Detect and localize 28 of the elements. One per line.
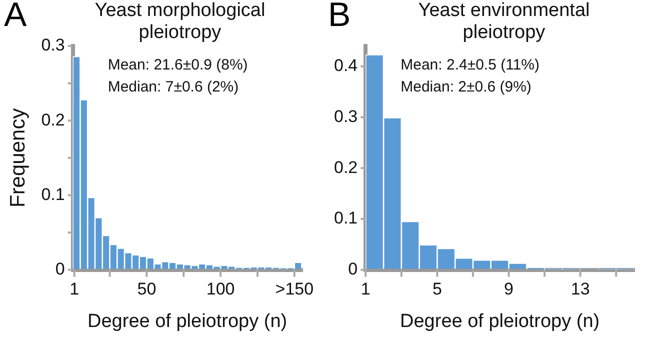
x-tick-label: 100 [206,280,235,299]
y-tick-label: 0.2 [41,110,65,130]
chart-title: Yeast environmental pleiotropy [417,0,591,44]
text: A [4,0,27,35]
annotation: Mean: 2.4±0.5 (11%) [400,56,540,74]
y-tick-label: 0.1 [41,184,65,204]
x-tick-label: 5 [432,280,442,299]
y-tick-label: 0.3 [334,106,358,126]
y-tick-label: 0.2 [334,158,358,177]
y-tick-label: 0 [348,259,358,278]
annotation: Median: 7±0.6 (2%) [108,78,239,96]
x-axis-title: Degree of pleiotropy (n) [88,310,288,332]
x-tick-label: 1 [360,280,370,299]
x-tick-label: 50 [137,280,156,299]
x-axis-title: Degree of pleiotropy (n) [400,310,600,332]
x-tick-label: 13 [570,280,590,299]
y-axis-title: Frequency [6,108,30,208]
x-tick-label: 1 [70,280,80,299]
chart-title: Yeast morphological pleiotropy [94,0,266,44]
x-tick-label: >150 [275,280,314,299]
text: B [328,0,351,35]
annotation: Median: 2±0.6 (9%) [400,78,532,96]
y-tick-label: 0.4 [334,56,358,76]
y-tick-label: 0.1 [334,208,358,228]
x-tick-label: 9 [504,280,514,299]
annotation: Mean: 21.6±0.9 (8%) [108,56,248,74]
y-tick-label: 0.3 [41,36,65,55]
y-tick-label: 0 [55,259,65,278]
